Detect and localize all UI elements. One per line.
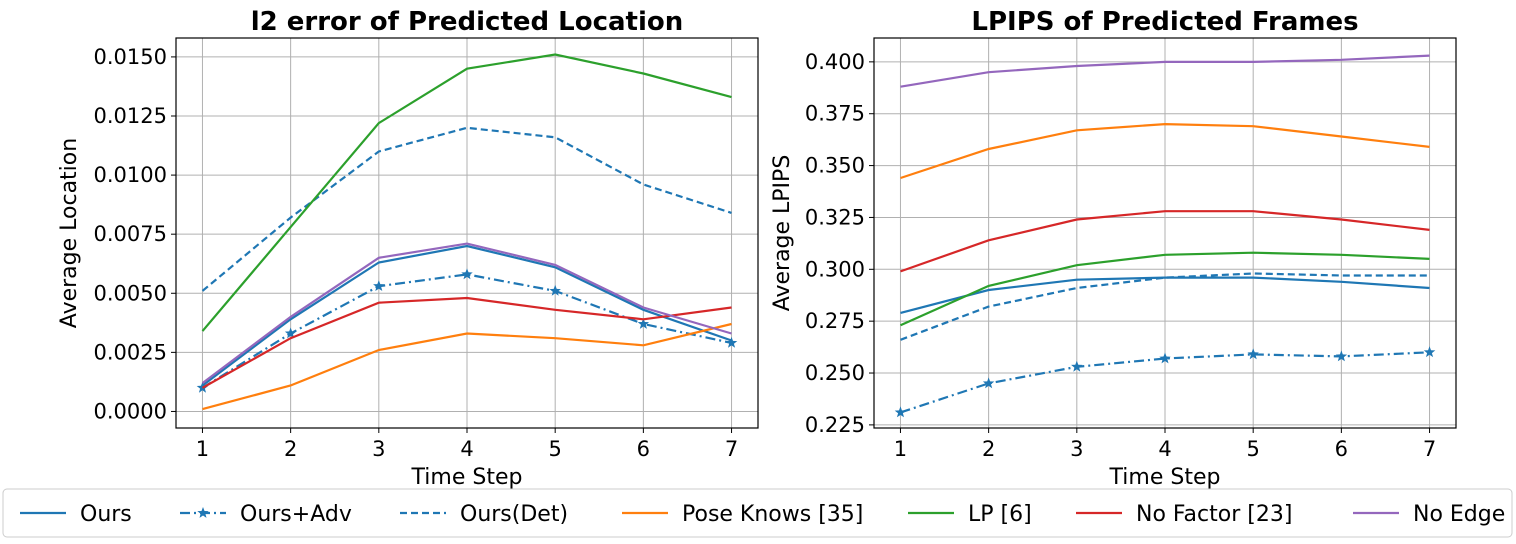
lpips-chart: LPIPS of Predicted Frames Time Step Aver…: [770, 7, 1457, 490]
data-point: [284, 327, 297, 339]
legend: Ours Ours+Adv Ours(Det) Pose Knows [35] LP […: [2, 488, 1513, 538]
data-point: [894, 406, 907, 418]
x-axis-label: Time Step: [411, 465, 523, 490]
x-tick-label: 4: [1158, 437, 1171, 461]
legend-label: Ours(Det): [460, 502, 568, 527]
series-line-no-factor-23: [900, 210, 1430, 273]
series-line-no-edge: [201, 242, 732, 384]
data-point: [982, 377, 995, 389]
legend-frame: [2, 488, 1513, 538]
x-tick-label: 3: [1070, 437, 1083, 461]
data-point: [461, 268, 473, 280]
x-tick-label: 5: [1246, 437, 1259, 461]
data-point: [637, 318, 650, 329]
data-point: [725, 336, 738, 348]
x-tick-label: 1: [196, 437, 209, 461]
series-line-no-edge: [900, 54, 1430, 88]
series-line-ours: [900, 276, 1430, 314]
legend-label: Ours: [80, 502, 132, 527]
x-tick-label: 7: [725, 437, 738, 461]
y-tick-label: 0.0025: [94, 340, 167, 364]
y-tick-label: 0.350: [805, 154, 865, 178]
series-line-ours-det: [900, 272, 1430, 341]
x-axis-label: Time Step: [1109, 465, 1221, 490]
data-point: [1247, 348, 1259, 360]
y-axis-label: Average LPIPS: [770, 155, 795, 312]
data-point: [1071, 360, 1083, 372]
data-point: [1423, 346, 1436, 358]
data-point: [549, 284, 561, 296]
series-line-lp-6: [900, 251, 1430, 327]
y-tick-label: 0.375: [805, 102, 865, 126]
y-tick-label: 0.325: [805, 205, 865, 229]
y-tick-label: 0.225: [805, 413, 865, 437]
chart-title: LPIPS of Predicted Frames: [971, 7, 1358, 37]
y-tick-label: 0.300: [805, 257, 865, 281]
series-line-no-factor-23: [201, 296, 732, 389]
legend-label: LP [6]: [968, 502, 1032, 527]
series-line-pose-knows-35: [202, 322, 732, 411]
plot-frame: [873, 37, 1457, 429]
x-tick-label: 4: [460, 437, 473, 461]
y-tick-label: 0.0150: [94, 45, 167, 69]
x-tick-label: 2: [982, 437, 995, 461]
legend-marker: [197, 507, 209, 518]
x-tick-label: 5: [548, 437, 561, 461]
y-axis-label: Average Location: [57, 138, 82, 328]
series-line-lp-6: [201, 53, 732, 332]
series-line-ours: [201, 244, 732, 387]
plot-frame: [175, 37, 759, 429]
y-tick-label: 0.250: [805, 361, 865, 385]
y-tick-label: 0.275: [805, 309, 865, 333]
y-tick-label: 0.0075: [94, 222, 167, 246]
legend-label: No Factor [23]: [1136, 502, 1292, 527]
y-tick-label: 0.0100: [94, 163, 167, 187]
data-point: [373, 280, 385, 291]
y-tick-label: 0.0000: [94, 399, 167, 423]
x-tick-label: 1: [894, 437, 907, 461]
x-tick-label: 2: [284, 437, 297, 461]
y-tick-label: 0.0125: [94, 104, 167, 128]
legend-label: Ours+Adv: [240, 502, 352, 527]
data-point: [1335, 350, 1348, 362]
y-tick-label: 0.400: [805, 50, 865, 74]
data-point: [1159, 352, 1171, 364]
legend-label: Pose Knows [35]: [682, 502, 863, 527]
series-line-pose-knows-35: [900, 122, 1430, 180]
x-tick-label: 6: [1335, 437, 1348, 461]
y-tick-label: 0.0050: [94, 281, 167, 305]
location-error-chart: l2 error of Predicted Location Time Step…: [57, 7, 759, 490]
series-line-ours-det: [201, 126, 732, 292]
chart-title: l2 error of Predicted Location: [251, 7, 684, 37]
x-tick-label: 3: [372, 437, 385, 461]
x-tick-label: 6: [637, 437, 650, 461]
x-tick-label: 7: [1423, 437, 1436, 461]
legend-label: No Edge: [1413, 502, 1505, 527]
